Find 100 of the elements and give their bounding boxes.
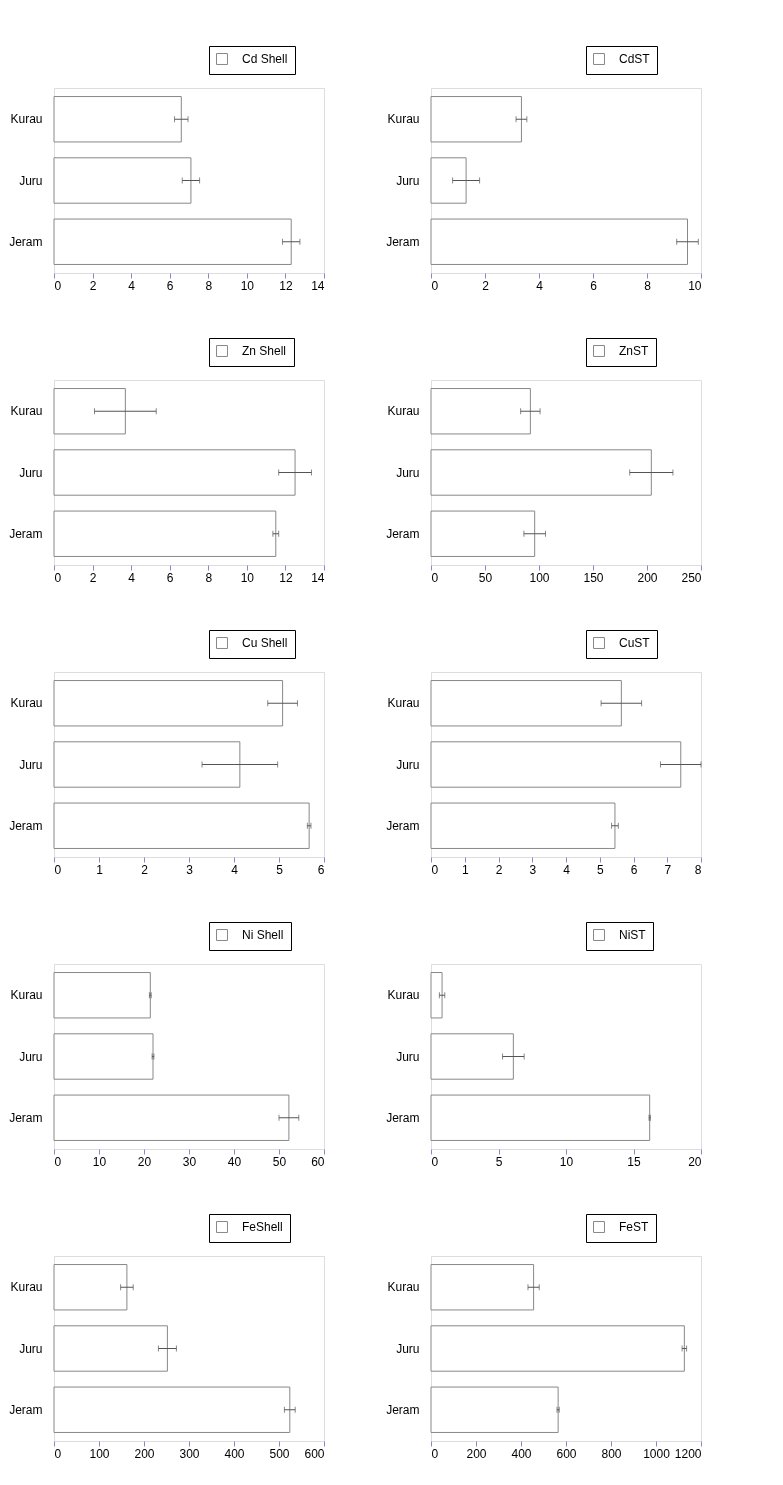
- legend-label: CuST: [619, 636, 651, 650]
- x-tick-label: 50: [272, 1154, 287, 1169]
- x-tick-label: 30: [182, 1154, 197, 1169]
- y-tick-label: Jeram: [386, 1402, 420, 1417]
- x-tick-label: 14: [311, 278, 325, 293]
- x-tick-label: 6: [590, 278, 598, 293]
- x-tick-label: 4: [128, 570, 136, 585]
- y-tick-label: Juru: [396, 173, 420, 188]
- x-tick-label: 150: [583, 570, 604, 585]
- x-tick-label: 0: [431, 1446, 439, 1461]
- y-tick-label: Kurau: [10, 404, 43, 419]
- x-tick-label: 200: [134, 1446, 155, 1461]
- x-tick-label: 10: [240, 570, 255, 585]
- y-tick-label: Kurau: [10, 988, 43, 1003]
- x-tick-label: 15: [627, 1154, 641, 1169]
- legend-label: ZnST: [619, 344, 650, 358]
- x-tick-label: 200: [637, 570, 658, 585]
- y-tick-label: Jeram: [9, 234, 43, 249]
- y-tick-label: Jeram: [9, 526, 43, 541]
- x-tick-label: 8: [205, 570, 213, 585]
- y-tick-label: Kurau: [387, 1280, 420, 1295]
- x-tick-label: 0: [431, 862, 439, 877]
- x-tick-label: 5: [495, 1154, 503, 1169]
- y-tick-label: Juru: [19, 173, 43, 188]
- bar: [430, 388, 531, 435]
- bar: [430, 449, 652, 496]
- x-tick-label: 400: [511, 1446, 532, 1461]
- x-tick-label: 250: [681, 570, 702, 585]
- x-tick-label: 10: [688, 278, 702, 293]
- y-tick-label: Jeram: [386, 1110, 420, 1125]
- x-tick-label: 2: [482, 278, 490, 293]
- x-tick-label: 10: [240, 278, 255, 293]
- bar: [430, 1386, 559, 1433]
- y-tick-label: Kurau: [10, 112, 43, 127]
- y-tick-label: Kurau: [387, 696, 420, 711]
- legend-label: FeShell: [242, 1220, 283, 1234]
- x-tick-label: 4: [128, 278, 136, 293]
- bar: [430, 680, 622, 727]
- x-tick-label: 8: [694, 862, 702, 877]
- y-tick-label: Jeram: [386, 526, 420, 541]
- x-tick-label: 0: [54, 570, 62, 585]
- x-tick-label: 7: [664, 862, 672, 877]
- x-tick-label: 6: [166, 278, 174, 293]
- x-tick-label: 60: [311, 1154, 325, 1169]
- x-tick-label: 6: [166, 570, 174, 585]
- x-tick-label: 100: [529, 570, 550, 585]
- legend-label: Cd Shell: [242, 52, 288, 66]
- y-tick-label: Juru: [19, 1049, 43, 1064]
- x-tick-label: 4: [536, 278, 544, 293]
- y-tick-label: Juru: [396, 465, 420, 480]
- x-tick-label: 0: [431, 278, 439, 293]
- x-tick-label: 0: [431, 570, 439, 585]
- bar: [53, 680, 284, 727]
- y-tick-label: Kurau: [387, 404, 420, 419]
- x-tick-label: 0: [431, 1154, 439, 1169]
- legend-label: Zn Shell: [242, 344, 287, 358]
- legend-label: Cu Shell: [242, 636, 288, 650]
- y-tick-label: Juru: [396, 757, 420, 772]
- x-tick-label: 20: [137, 1154, 152, 1169]
- x-tick-label: 1200: [674, 1446, 702, 1461]
- x-tick-label: 20: [688, 1154, 702, 1169]
- x-tick-label: 3: [529, 862, 537, 877]
- bar: [430, 1264, 535, 1311]
- bar: [53, 741, 241, 788]
- x-tick-label: 40: [227, 1154, 242, 1169]
- y-tick-label: Jeram: [9, 818, 43, 833]
- x-tick-label: 12: [279, 570, 293, 585]
- x-tick-label: 8: [205, 278, 213, 293]
- x-tick-label: 100: [89, 1446, 110, 1461]
- y-tick-label: Kurau: [387, 988, 420, 1003]
- y-tick-label: Juru: [19, 757, 43, 772]
- y-tick-label: Kurau: [387, 112, 420, 127]
- y-tick-label: Jeram: [386, 818, 420, 833]
- x-tick-label: 5: [276, 862, 284, 877]
- x-tick-label: 10: [559, 1154, 574, 1169]
- x-tick-label: 4: [563, 862, 571, 877]
- x-tick-label: 200: [466, 1446, 487, 1461]
- bar: [430, 510, 536, 557]
- x-tick-label: 3: [186, 862, 194, 877]
- x-tick-label: 6: [317, 862, 325, 877]
- x-tick-label: 1: [461, 862, 469, 877]
- x-tick-label: 0: [54, 1446, 62, 1461]
- x-tick-label: 300: [179, 1446, 200, 1461]
- x-tick-label: 5: [596, 862, 604, 877]
- x-tick-label: 1: [96, 862, 104, 877]
- x-tick-label: 14: [311, 570, 325, 585]
- legend-label: NiST: [619, 928, 647, 942]
- y-tick-label: Kurau: [10, 696, 43, 711]
- x-tick-label: 800: [601, 1446, 622, 1461]
- x-tick-label: 2: [141, 862, 149, 877]
- bar: [430, 1325, 685, 1372]
- legend-label: FeST: [619, 1220, 650, 1234]
- x-tick-label: 0: [54, 1154, 62, 1169]
- x-tick-label: 10: [92, 1154, 107, 1169]
- y-tick-label: Kurau: [10, 1280, 43, 1295]
- x-tick-label: 400: [224, 1446, 245, 1461]
- bar: [53, 802, 310, 849]
- x-tick-label: 600: [556, 1446, 577, 1461]
- y-tick-label: Juru: [396, 1049, 420, 1064]
- y-tick-label: Jeram: [9, 1110, 43, 1125]
